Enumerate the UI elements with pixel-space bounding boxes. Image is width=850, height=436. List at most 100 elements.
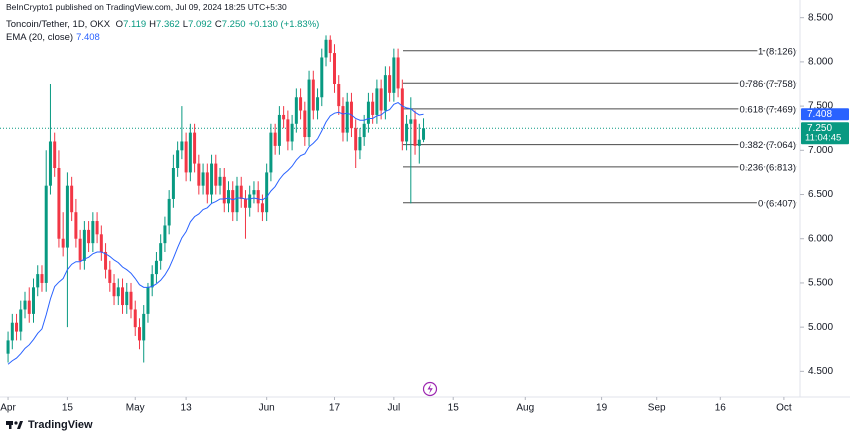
candle-body — [116, 287, 120, 297]
candle-body — [379, 88, 383, 111]
candle-body — [286, 119, 290, 142]
ohlc-key: O — [115, 19, 124, 30]
fib-label: 0.382 (7.064) — [739, 140, 796, 151]
candle-body — [383, 75, 387, 111]
candle-body — [65, 185, 69, 248]
candle-body — [150, 274, 154, 288]
candle-body — [218, 176, 222, 186]
candle-body — [23, 300, 27, 310]
candle-body — [15, 322, 19, 332]
candle-body — [104, 251, 108, 270]
candle-body — [341, 106, 345, 133]
candle-body — [171, 167, 175, 199]
candle-body — [366, 101, 370, 124]
candle-body — [70, 185, 74, 213]
x-tick-label: Jul — [387, 403, 400, 414]
y-tick-label: 7.000 — [808, 145, 833, 156]
candle-body — [112, 282, 116, 297]
candle-body — [417, 139, 421, 146]
candle-body — [320, 57, 324, 98]
candle-body — [248, 194, 252, 208]
ema-name: EMA (20, close) — [6, 32, 74, 43]
candle-body — [57, 167, 61, 239]
candle-body — [27, 300, 31, 314]
x-tick-label: 16 — [715, 403, 727, 414]
candle-body — [299, 97, 303, 111]
x-tick-label: Oct — [776, 403, 792, 414]
fib-label: 1 (8.126) — [758, 46, 796, 57]
y-tick-label: 5.000 — [808, 322, 833, 333]
price-tag-label: 7.408 — [807, 109, 832, 120]
fib-label: 0.618 (7.469) — [739, 104, 796, 115]
y-tick-label: 8.500 — [808, 12, 833, 23]
candle-body — [6, 340, 10, 354]
x-tick-label: 19 — [596, 403, 608, 414]
candle-body — [243, 198, 247, 208]
candle-body — [269, 132, 273, 173]
x-tick-label: Aug — [516, 403, 534, 414]
candle-body — [137, 327, 141, 341]
candle-body — [324, 39, 328, 58]
candle-body — [405, 123, 409, 142]
candle-body — [91, 221, 95, 244]
y-tick-label: 8.000 — [808, 57, 833, 68]
candle-body — [193, 132, 197, 164]
candle-body — [176, 150, 180, 168]
candle-body — [61, 238, 65, 248]
event-icon[interactable] — [422, 381, 438, 397]
candle-body — [227, 190, 231, 204]
candle-body — [74, 212, 78, 239]
candle-body — [303, 110, 307, 138]
candle-body — [392, 57, 396, 93]
candle-body — [290, 123, 294, 142]
x-tick-label: 13 — [181, 403, 193, 414]
candle-body — [82, 229, 86, 261]
candle-body — [265, 172, 269, 213]
y-tick-label: 7.500 — [808, 101, 833, 112]
candle-body — [180, 141, 184, 151]
candle-body — [10, 322, 14, 341]
candle-body — [133, 309, 137, 328]
fib-label: 0 (6.407) — [758, 198, 796, 209]
candle-body — [239, 185, 243, 199]
price-tag-countdown: 11:04:45 — [805, 133, 841, 144]
candle-body — [163, 225, 167, 244]
y-tick-label: 5.500 — [808, 278, 833, 289]
candle-body — [121, 287, 125, 306]
candle-body — [282, 114, 286, 120]
brand-logo — [6, 421, 23, 429]
price-tag — [801, 122, 849, 145]
candle-body — [328, 39, 332, 54]
credit-text: BeInCrypto1 published on TradingView.com… — [6, 2, 287, 12]
candle-body — [78, 238, 82, 261]
symbol: Toncoin/Tether, 1D, OKX — [6, 19, 111, 30]
candle-body — [358, 137, 362, 151]
ema-legend: EMA (20, close) 7.408 — [6, 32, 103, 43]
price-tag-label: 7.250 — [807, 123, 832, 134]
x-tick-label: Jun — [259, 403, 275, 414]
candle-body — [388, 75, 392, 93]
y-tick-label: 6.500 — [808, 189, 833, 200]
ohlc-key: C — [214, 19, 222, 30]
candle-body — [210, 163, 214, 195]
ema-value: 7.408 — [76, 32, 100, 43]
candle-body — [99, 234, 103, 252]
candle-body — [345, 101, 349, 133]
x-tick-label: Sep — [648, 403, 666, 414]
candle-body — [129, 291, 133, 310]
brand: TradingView — [28, 419, 93, 431]
candle-body — [311, 79, 315, 111]
ohlc-value: 7.119 — [123, 19, 147, 30]
ema-line — [7, 101, 424, 365]
candle-body — [222, 176, 226, 204]
candle-body — [31, 287, 35, 314]
candle-body — [53, 141, 57, 168]
ohlc-value: 7.362 — [156, 19, 180, 30]
candle-body — [235, 185, 239, 213]
candle-body — [396, 57, 400, 89]
candle-body — [362, 123, 366, 138]
candle-body — [184, 141, 188, 173]
candle-body — [413, 119, 417, 146]
candle-body — [375, 88, 379, 115]
